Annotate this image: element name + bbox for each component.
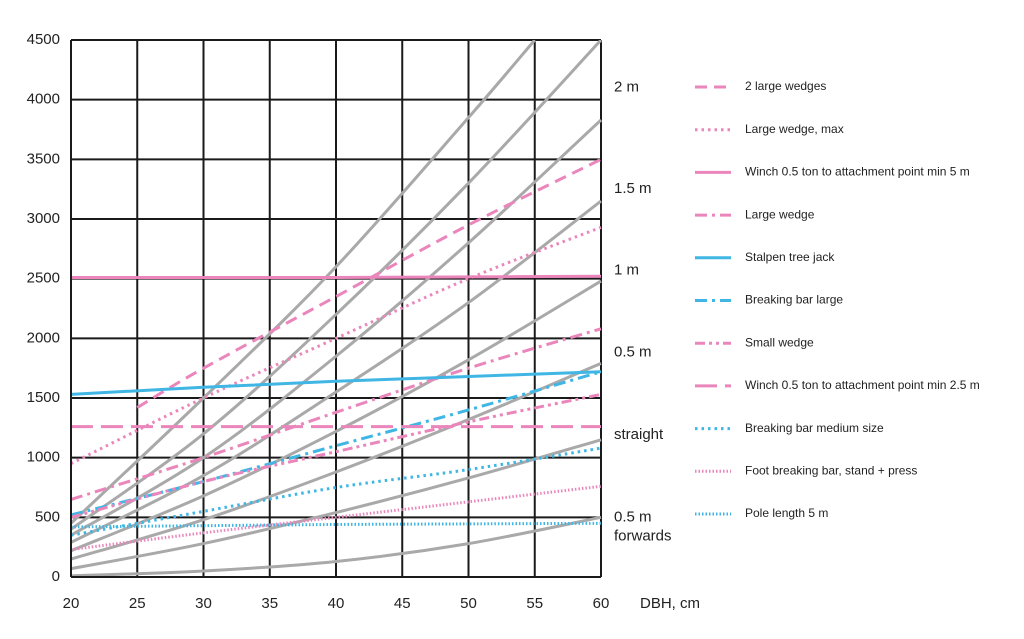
x-axis-label: DBH, cm bbox=[640, 595, 700, 612]
x-tick-label: 55 bbox=[526, 595, 543, 612]
y-tick-label: 1500 bbox=[27, 389, 60, 406]
legend-label: Pole length 5 m bbox=[745, 506, 828, 520]
x-tick-label: 45 bbox=[394, 595, 411, 612]
series-line bbox=[71, 225, 602, 465]
annotation-line: straight bbox=[614, 426, 664, 443]
legend-label: Large wedge bbox=[745, 207, 815, 221]
legend-label: Foot breaking bar, stand + press bbox=[745, 463, 917, 477]
annotation: 2 m bbox=[614, 79, 639, 96]
legend-label: 2 large wedges bbox=[745, 79, 826, 93]
x-tick-label: 30 bbox=[195, 595, 212, 612]
series-line bbox=[71, 327, 602, 501]
y-tick-label: 0 bbox=[52, 568, 60, 585]
lean-line bbox=[71, 438, 602, 571]
y-tick-label: 500 bbox=[35, 508, 60, 525]
y-tick-label: 2500 bbox=[27, 270, 60, 287]
y-tick-label: 1000 bbox=[27, 449, 60, 466]
lean-line bbox=[71, 279, 602, 553]
x-tick-label: 40 bbox=[328, 595, 345, 612]
annotation-line: 1.5 m bbox=[614, 180, 652, 197]
annotation: 1 m bbox=[614, 261, 639, 278]
annotation-line: 1 m bbox=[614, 261, 639, 278]
annotation: 0.5 m forwards bbox=[614, 508, 672, 544]
x-tick-label: 60 bbox=[593, 595, 610, 612]
annotation-line: 2 m bbox=[614, 79, 639, 96]
lean-line bbox=[71, 40, 602, 531]
annotation: straight bbox=[614, 426, 664, 443]
series-line bbox=[136, 157, 602, 409]
x-tick-label: 35 bbox=[261, 595, 278, 612]
plot-lines bbox=[71, 40, 602, 578]
lean-line bbox=[71, 515, 602, 578]
legend-label: Breaking bar medium size bbox=[745, 421, 884, 435]
annotation-line: 0.5 m bbox=[614, 508, 652, 525]
lean-line bbox=[71, 362, 602, 561]
legend-label: Breaking bar large bbox=[745, 293, 843, 307]
lean-line bbox=[71, 118, 602, 537]
series-line bbox=[71, 274, 602, 280]
series-line bbox=[71, 392, 602, 519]
y-tick-label: 2000 bbox=[27, 329, 60, 346]
series-line bbox=[71, 484, 602, 552]
annotation: 0.5 m bbox=[614, 344, 652, 361]
lean-line bbox=[71, 199, 602, 544]
legend-label: Winch 0.5 ton to attachment point min 5 … bbox=[745, 165, 970, 179]
lean-line bbox=[71, 40, 536, 525]
series-line bbox=[71, 370, 602, 396]
y-tick-label: 4500 bbox=[27, 31, 60, 48]
legend-label: Small wedge bbox=[745, 335, 814, 349]
annotation-line: forwards bbox=[614, 527, 672, 544]
y-tick-label: 4000 bbox=[27, 91, 60, 108]
x-tick-label: 20 bbox=[63, 595, 80, 612]
legend-label: Stalpen tree jack bbox=[745, 250, 835, 264]
y-tick-label: 3500 bbox=[27, 150, 60, 167]
x-tick-label: 25 bbox=[129, 595, 146, 612]
series-line bbox=[71, 521, 602, 529]
legend-label: Winch 0.5 ton to attachment point min 2.… bbox=[745, 378, 980, 392]
annotation-line: 0.5 m bbox=[614, 344, 652, 361]
x-tick-label: 50 bbox=[460, 595, 477, 612]
series-line bbox=[71, 370, 602, 517]
annotation: 1.5 m bbox=[614, 180, 652, 197]
legend-label: Large wedge, max bbox=[745, 122, 844, 136]
y-tick-label: 3000 bbox=[27, 210, 60, 227]
